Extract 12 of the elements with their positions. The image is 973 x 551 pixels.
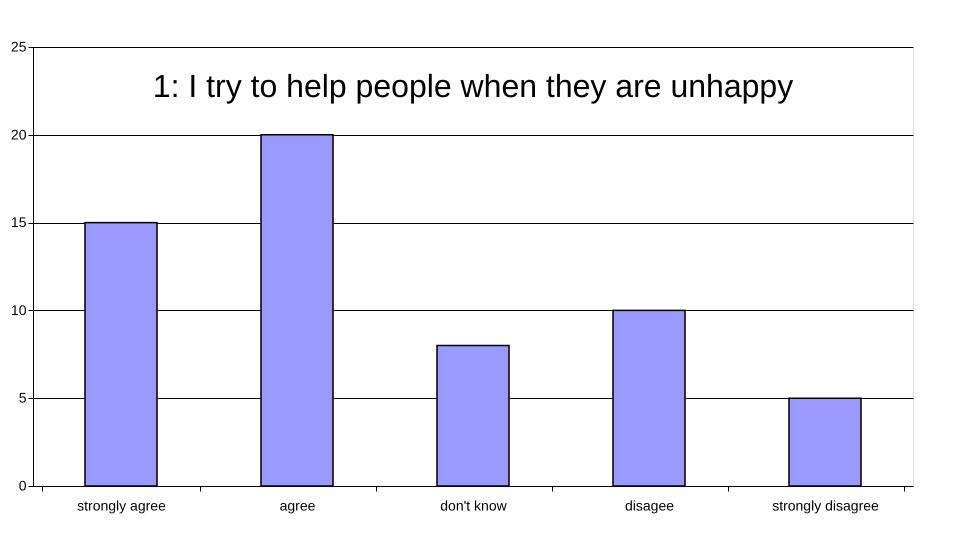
x-tick-label: disagee (624, 498, 674, 514)
y-tick-label: 15 (10, 214, 27, 230)
y-tick-label: 0 (18, 478, 27, 494)
x-tick-label: agree (280, 498, 316, 514)
text: 1: I try to help people when they are unhappy (152, 68, 794, 104)
y-tick-label: 5 (18, 390, 27, 406)
y-tick-label: 20 (10, 126, 27, 142)
x-tick-label: don't know (440, 498, 508, 514)
x-tick-label: strongly disagree (772, 498, 880, 514)
y-tick-label: 25 (10, 38, 27, 54)
y-tick-label: 10 (10, 302, 27, 318)
x-tick-label: strongly agree (77, 498, 166, 514)
